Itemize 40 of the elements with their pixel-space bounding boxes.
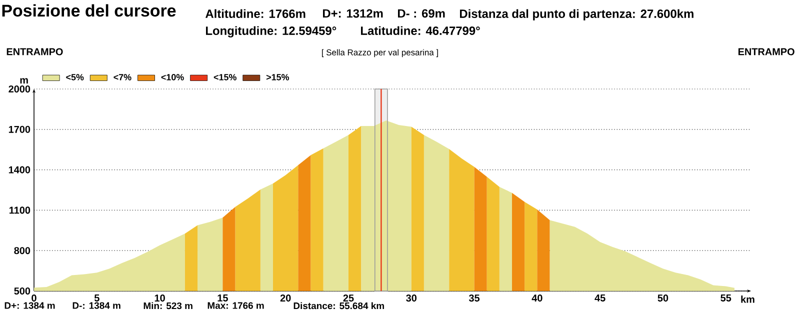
text: Max: 1766 m [208,302,264,309]
x-axis-title: km [741,296,754,303]
text: D+: 1384 m [4,302,55,309]
text: Distanza dal punto di partenza: 27.600km [460,9,694,20]
text: Distance: 55.684 km [294,302,384,310]
y-tick-label: 1400 [8,166,30,174]
x-tick-label: 20 [280,294,291,302]
text: ENTRAMPO [738,48,794,56]
legend-label: <5% [66,74,84,80]
x-tick-label: 35 [468,294,480,302]
x-tick-label: 50 [658,294,668,302]
x-tick-label: 30 [406,294,417,302]
text: D- : 69m [398,9,445,18]
text: [ Sella Razzo per val pesarina ] [322,49,438,58]
x-tick-label: 40 [532,294,542,302]
chart-title: Posizione del cursore [2,4,176,17]
text: Longitudine: 12.59459° [206,26,336,38]
y-tick-label: 800 [14,247,30,254]
legend-label: <15% [214,74,236,80]
x-tick-label: 15 [218,294,228,302]
y-axis-title: m [20,78,28,84]
x-tick-label: 25 [343,294,354,302]
y-tick-label: 2000 [8,85,30,93]
text: Min: 523 m [144,302,192,310]
legend-label: >15% [266,74,290,80]
y-tick-label: 1700 [8,126,30,133]
text: Latitudine: 46.47799° [361,26,480,35]
y-tick-label: 500 [14,287,30,295]
x-tick-label: 0 [32,294,36,302]
legend-label: <7% [114,74,132,80]
x-tick-label: 45 [594,294,606,302]
text: Altitudine: 1766m [206,9,306,18]
text: ENTRAMPO [6,48,63,56]
y-tick-label: 1100 [9,206,30,214]
text: D+: 1312m [323,9,383,18]
x-tick-label: 55 [720,294,732,302]
x-tick-label: 10 [154,294,165,302]
legend-label: <10% [161,74,184,80]
text: D-: 1384 m [72,302,120,309]
x-tick-label: 5 [94,294,100,302]
